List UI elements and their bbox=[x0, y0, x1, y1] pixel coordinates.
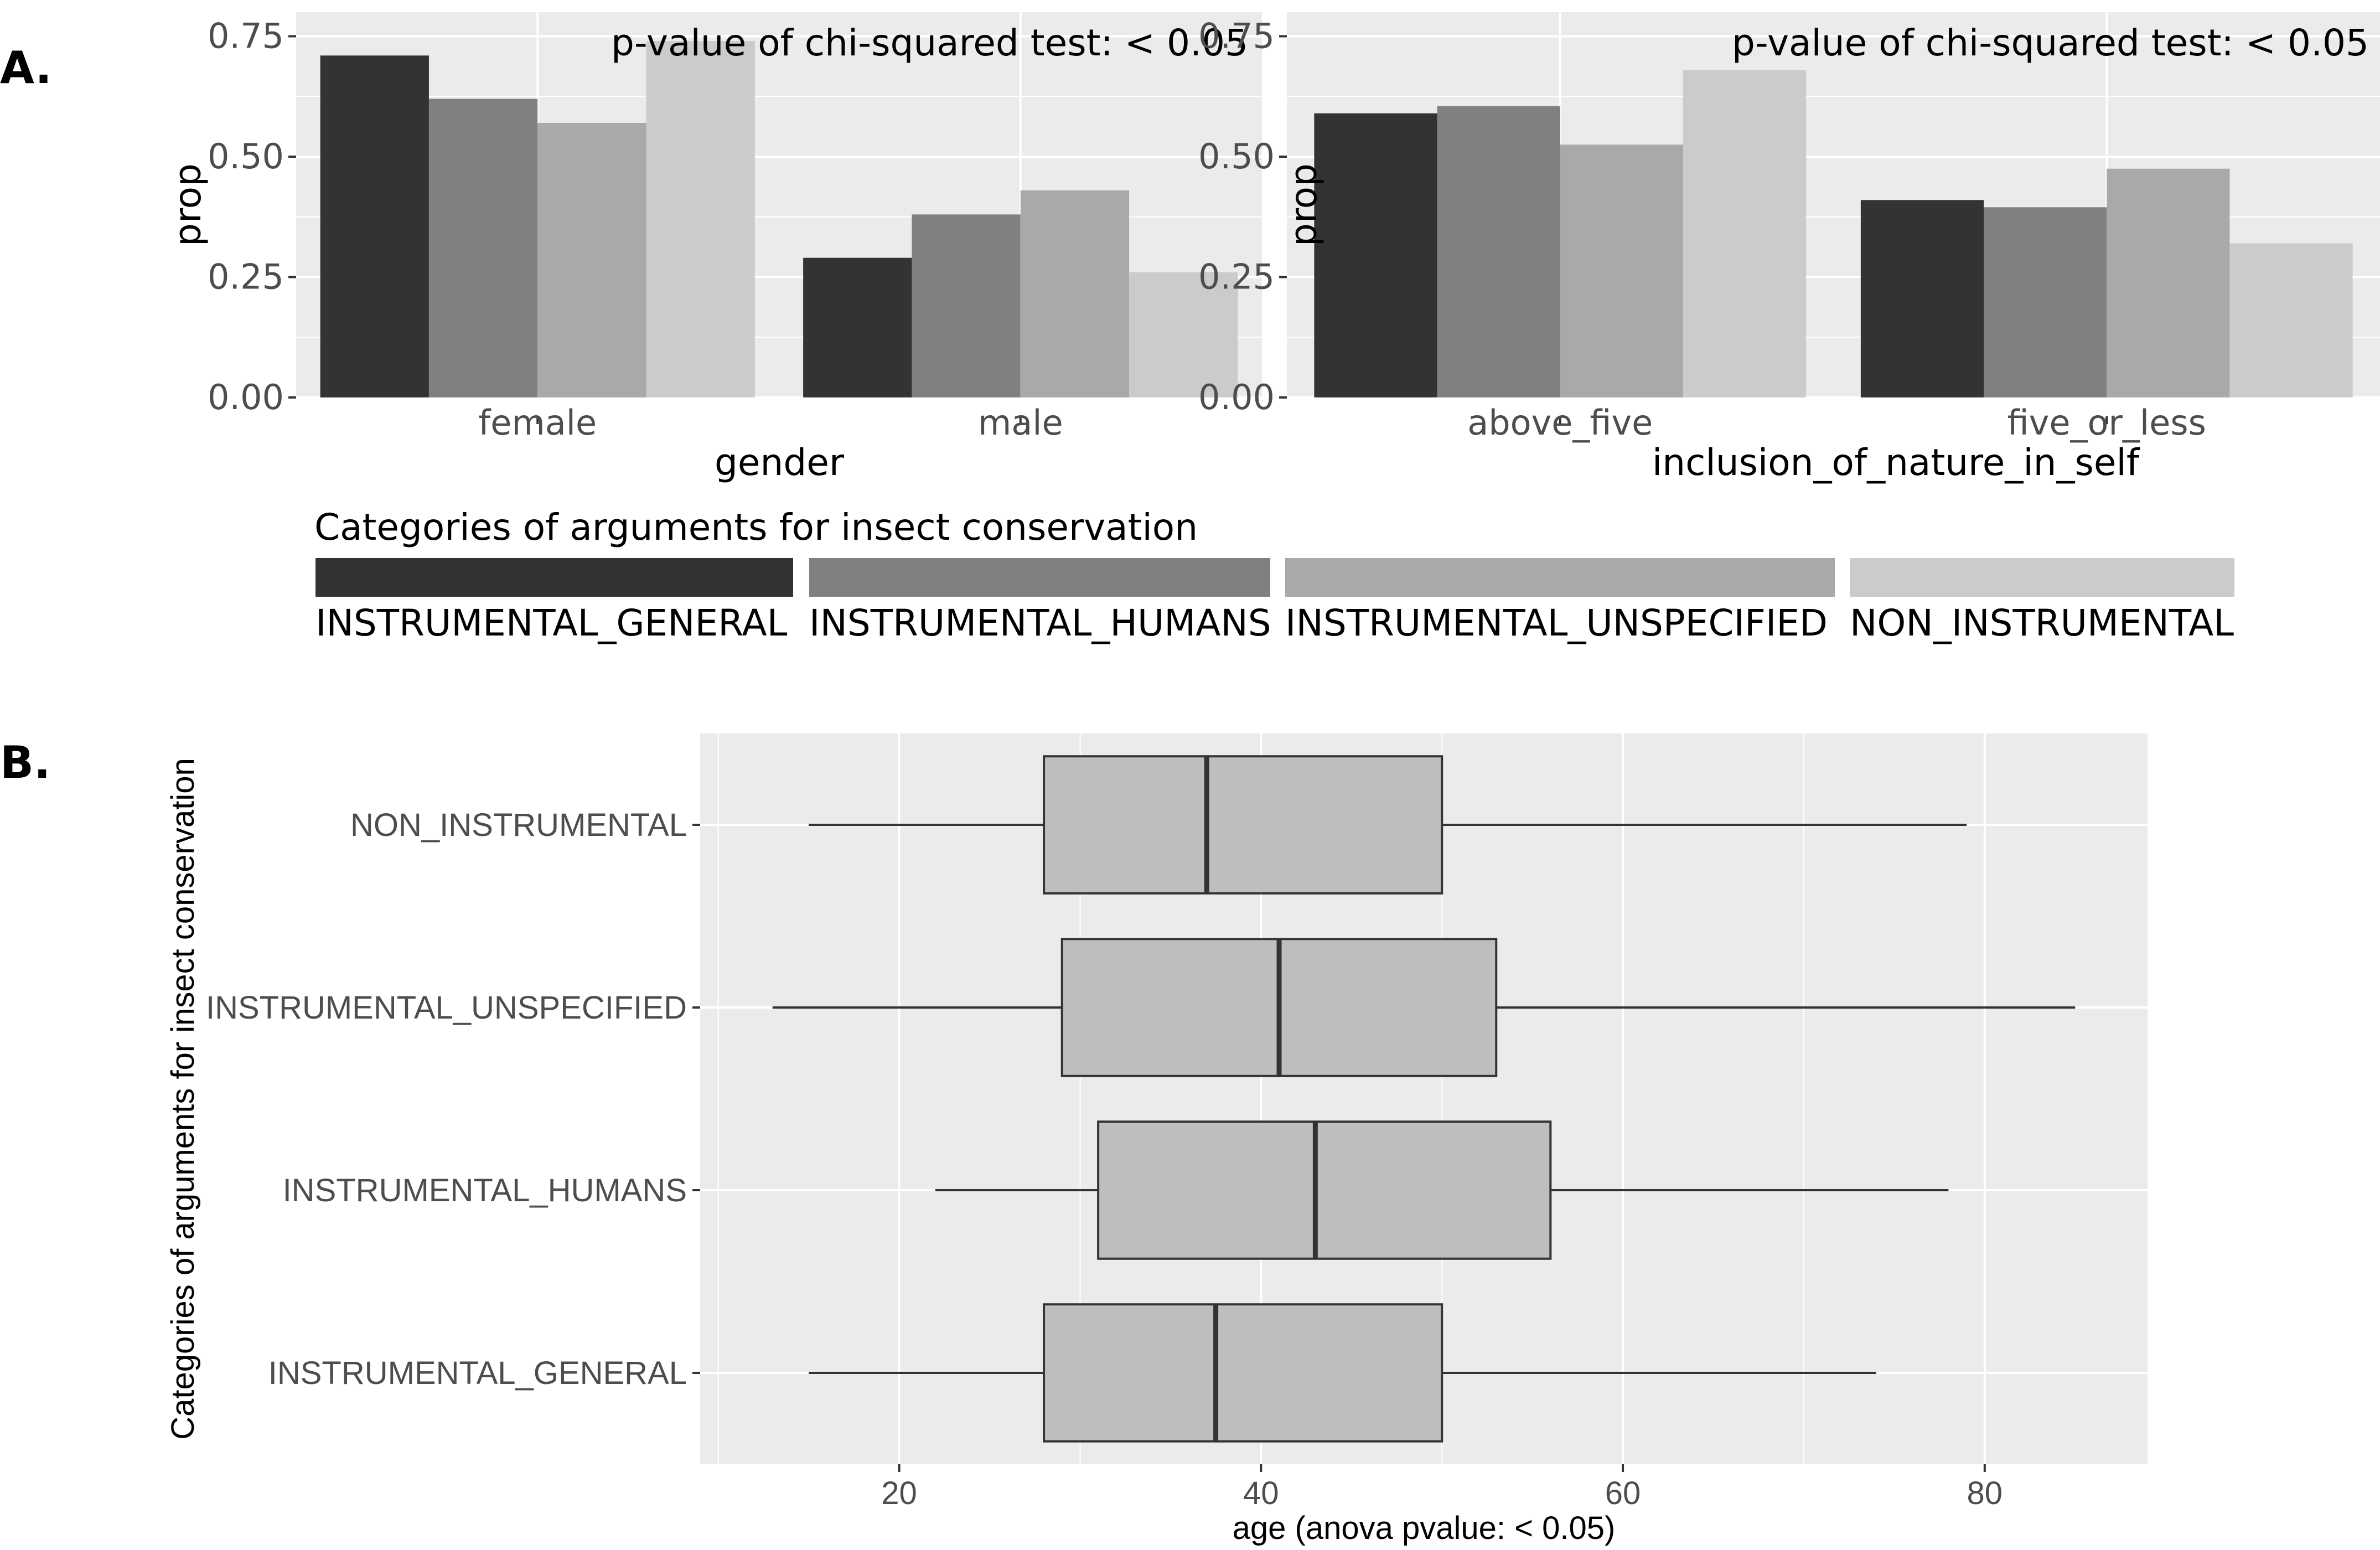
nature-bar-chart: 0.00 0.25 0.50 0.75 above_five five_or_less p-… bbox=[1198, 12, 2380, 484]
y-axis-title: Categories of arguments for insect conse… bbox=[165, 758, 201, 1440]
bar bbox=[537, 123, 646, 397]
y-tick-label: 0.50 bbox=[208, 136, 284, 177]
x-tick-label: 40 bbox=[1243, 1475, 1279, 1511]
y-axis-title: prop bbox=[1282, 163, 1325, 246]
bar bbox=[2107, 168, 2230, 397]
chi-squared-annotation: p-value of chi-squared test: < 0.05 bbox=[611, 22, 1248, 64]
x-tick-label: 60 bbox=[1605, 1475, 1641, 1511]
bar bbox=[803, 257, 912, 397]
chi-squared-annotation: p-value of chi-squared test: < 0.05 bbox=[1732, 22, 2369, 64]
x-tick-label: 80 bbox=[1967, 1475, 2003, 1511]
age-box-plot: INSTRUMENTAL_GENERAL INSTRUMENTAL_HUMANS I… bbox=[165, 733, 2148, 1546]
bar bbox=[1129, 272, 1238, 397]
bar bbox=[1860, 200, 1984, 397]
x-tick-label: male bbox=[978, 402, 1063, 443]
legend-label: NON_INSTRUMENTAL bbox=[1850, 602, 2234, 644]
bar bbox=[1314, 113, 1437, 397]
panel-label-a: A. bbox=[0, 42, 52, 94]
bar bbox=[1984, 207, 2107, 397]
box bbox=[1043, 1303, 1443, 1443]
x-tick-label: female bbox=[478, 402, 597, 443]
x-axis-title: inclusion_of_nature_in_self bbox=[1652, 441, 2140, 484]
x-tick-label: above_five bbox=[1467, 402, 1653, 443]
box bbox=[1043, 755, 1443, 895]
legend-title: Categories of arguments for insect conse… bbox=[314, 506, 1198, 549]
legend: Categories of arguments for insect conse… bbox=[314, 506, 2234, 644]
bar bbox=[646, 41, 755, 397]
bar bbox=[912, 214, 1021, 397]
y-tick-label: INSTRUMENTAL_HUMANS bbox=[283, 1172, 687, 1208]
bar bbox=[1020, 190, 1130, 397]
y-tick-label: 0.25 bbox=[1198, 257, 1275, 297]
legend-key bbox=[315, 558, 793, 597]
bar bbox=[428, 99, 538, 398]
y-tick-label: INSTRUMENTAL_UNSPECIFIED bbox=[206, 990, 687, 1026]
y-tick-label: NON_INSTRUMENTAL bbox=[350, 807, 687, 843]
y-axis-title: prop bbox=[167, 163, 209, 246]
legend-key bbox=[809, 558, 1270, 597]
legend-label: INSTRUMENTAL_GENERAL bbox=[315, 602, 788, 644]
bar bbox=[2229, 243, 2353, 397]
legend-label: INSTRUMENTAL_HUMANS bbox=[809, 602, 1271, 644]
legend-items: INSTRUMENTAL_GENERAL INSTRUMENTAL_HUMANS I… bbox=[315, 558, 2234, 644]
y-tick-label: 0.75 bbox=[1198, 16, 1275, 56]
x-axis-title: age (anova pvalue: < 0.05) bbox=[1233, 1510, 1616, 1546]
x-tick-label: five_or_less bbox=[2008, 402, 2206, 443]
bar bbox=[320, 55, 429, 398]
box bbox=[1097, 1120, 1552, 1260]
gender-bar-chart: 0.00 0.25 0.50 0.75 female male p-value of chi… bbox=[167, 12, 1262, 484]
bar bbox=[1437, 106, 1560, 397]
bar bbox=[1560, 144, 1683, 397]
y-tick-label: 0.50 bbox=[1198, 136, 1275, 177]
y-tick-label: 0.25 bbox=[208, 257, 284, 297]
x-tick-label: 20 bbox=[881, 1475, 917, 1511]
bar bbox=[1683, 70, 1807, 397]
y-tick-label: 0.75 bbox=[208, 16, 284, 56]
y-tick-label: 0.00 bbox=[208, 377, 284, 417]
y-tick-label: 0.00 bbox=[1198, 377, 1275, 417]
x-axis-title: gender bbox=[715, 441, 845, 484]
y-tick-label: INSTRUMENTAL_GENERAL bbox=[268, 1355, 687, 1391]
legend-label: INSTRUMENTAL_UNSPECIFIED bbox=[1285, 602, 1828, 644]
legend-key bbox=[1285, 558, 1835, 597]
legend-key bbox=[1850, 558, 2234, 597]
panel-label-b: B. bbox=[0, 737, 50, 788]
